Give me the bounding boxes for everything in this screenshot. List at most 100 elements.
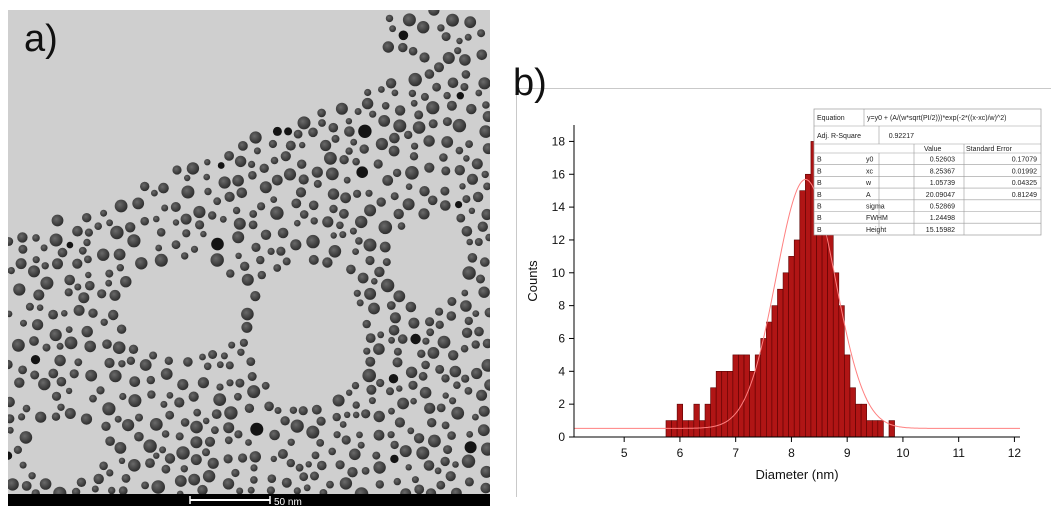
nanoparticle xyxy=(420,92,429,101)
nanoparticle xyxy=(280,151,291,162)
nanoparticle xyxy=(56,376,67,387)
nanoparticle xyxy=(36,304,44,312)
nanoparticle xyxy=(355,215,368,229)
nanoparticle xyxy=(389,312,401,324)
nanoparticle xyxy=(483,182,490,191)
nanoparticle xyxy=(40,276,54,290)
nanoparticle xyxy=(467,173,478,185)
nanoparticle xyxy=(297,159,307,169)
nanoparticle xyxy=(484,307,490,318)
nanoparticle xyxy=(126,356,136,365)
nanoparticle xyxy=(267,474,277,484)
histogram-bar xyxy=(732,354,739,438)
nanoparticle xyxy=(356,299,364,307)
histogram-bar xyxy=(704,403,711,438)
nanoparticle xyxy=(271,174,283,186)
y-tick-label: 8 xyxy=(558,299,565,313)
nanoparticle xyxy=(299,472,309,482)
fit-row-error: 0.04325 xyxy=(1012,180,1037,187)
nanoparticle xyxy=(378,115,391,127)
nanoparticle xyxy=(435,364,445,374)
nanoparticle xyxy=(281,477,292,488)
nanoparticle xyxy=(199,353,206,361)
nanoparticle xyxy=(335,102,348,115)
nanoparticle xyxy=(441,32,451,42)
nanoparticle xyxy=(156,228,166,237)
nanoparticle xyxy=(84,255,92,264)
nanoparticle xyxy=(236,187,248,199)
nanoparticle xyxy=(481,442,490,456)
nanoparticle xyxy=(366,384,377,395)
nanoparticle xyxy=(405,366,418,378)
nanoparticle xyxy=(134,431,144,442)
nanoparticle xyxy=(388,374,399,384)
nanoparticle xyxy=(64,274,75,286)
nanoparticle xyxy=(368,397,376,405)
histogram-bar xyxy=(855,403,862,438)
nanoparticle xyxy=(234,430,243,439)
nanoparticle xyxy=(125,222,136,233)
nanoparticle xyxy=(105,269,114,278)
nanoparticle xyxy=(151,480,165,494)
nanoparticle xyxy=(127,234,141,248)
nanoparticle xyxy=(180,465,188,473)
nanoparticle xyxy=(57,247,68,258)
fit-row-param: w xyxy=(865,180,872,187)
nanoparticle xyxy=(175,432,184,441)
nanoparticle xyxy=(91,485,99,493)
nanoparticle xyxy=(463,155,470,162)
nanoparticle xyxy=(74,358,83,367)
nanoparticle xyxy=(306,234,320,249)
nanoparticle xyxy=(64,408,76,419)
nanoparticle xyxy=(398,30,409,41)
nanoparticle xyxy=(393,290,406,303)
nanoparticle xyxy=(405,464,412,471)
fit-row-value: 1.05739 xyxy=(930,180,955,187)
nanoparticle xyxy=(18,244,28,254)
histogram-bar xyxy=(749,371,756,438)
nanoparticle xyxy=(78,246,87,255)
nanoparticle xyxy=(280,416,290,426)
nanoparticle xyxy=(195,220,205,230)
nanoparticle xyxy=(51,214,64,227)
nanoparticle xyxy=(394,105,406,116)
nanoparticle xyxy=(298,174,309,185)
nanoparticle xyxy=(88,308,98,318)
nanoparticle xyxy=(352,157,360,166)
nanoparticle xyxy=(388,336,395,344)
nanoparticle xyxy=(479,125,490,138)
histogram-bar xyxy=(888,420,895,438)
nanoparticle xyxy=(129,376,141,387)
nanoparticle xyxy=(452,461,459,468)
nanoparticle xyxy=(241,273,254,286)
chart-axes xyxy=(573,125,1020,438)
nanoparticle xyxy=(19,461,27,469)
nanoparticle xyxy=(290,239,302,251)
nanoparticle xyxy=(170,202,181,212)
nanoparticle xyxy=(241,321,253,333)
nanoparticle xyxy=(382,41,394,53)
nanoparticle xyxy=(357,272,369,284)
nanoparticle xyxy=(466,431,474,438)
nanoparticle xyxy=(376,197,386,207)
nanoparticle xyxy=(128,459,141,472)
nanoparticle xyxy=(190,454,202,466)
nanoparticle xyxy=(226,269,235,278)
nanoparticle xyxy=(184,174,191,182)
x-axis-label: Diameter (nm) xyxy=(755,467,838,482)
y-tick-label: 4 xyxy=(558,364,565,378)
nanoparticle xyxy=(248,220,258,230)
nanoparticle xyxy=(328,245,342,258)
histogram-bar xyxy=(799,190,806,438)
x-tick-label: 10 xyxy=(896,446,910,460)
nanoparticle xyxy=(270,206,284,220)
nanoparticle xyxy=(324,151,337,165)
nanoparticle xyxy=(8,396,15,408)
nanoparticle xyxy=(441,136,454,148)
nanoparticle xyxy=(299,210,309,219)
nanoparticle xyxy=(224,151,235,161)
nanoparticle xyxy=(455,201,463,209)
nanoparticle xyxy=(222,478,235,490)
nanoparticle xyxy=(434,467,442,475)
nanoparticle xyxy=(233,217,246,230)
